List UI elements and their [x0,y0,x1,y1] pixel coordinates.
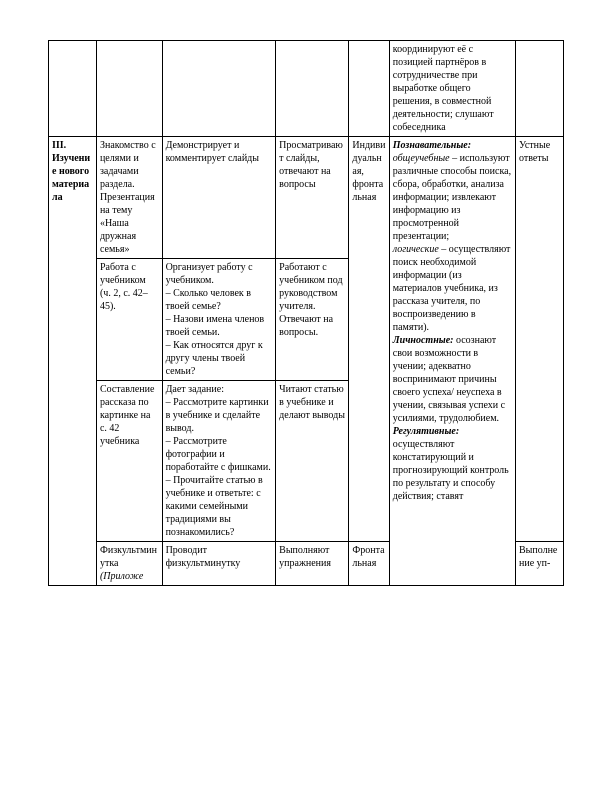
uud-heading: Личностные: [393,335,454,346]
cell: Работают с учебником под руководством уч… [276,259,349,381]
cell: Работа с учебником (ч. 2, с. 42–45). [96,259,162,381]
cell: Знакомство с целями и задачами раздела. … [96,137,162,259]
lesson-plan-table: координируют её с позицией партнёров в с… [48,40,564,586]
cell [349,41,389,137]
cell-text-italic: (Приложе [100,571,143,582]
cell: Индивидуальная, фронтальная [349,137,389,542]
document-page: координируют её с позицией партнёров в с… [0,0,612,626]
cell: Выполняют упражнения [276,542,349,586]
uud-text: осуществляют констатирующий и прогнозиру… [393,439,509,502]
uud-text: осознают свои возможности в учении; адек… [393,335,505,424]
cell: Фронтальная [349,542,389,586]
cell [276,41,349,137]
cell: Составление рассказа по картинке на с. 4… [96,381,162,542]
cell: координируют её с позицией партнёров в с… [389,41,515,137]
cell [49,41,97,137]
uud-sub: логические [393,244,439,255]
cell [96,41,162,137]
uud-heading: Регулятивные: [393,426,459,437]
cell: Физкультминутка (Приложе [96,542,162,586]
stage-cell: III. Изучение нового материала [49,137,97,586]
cell [162,41,276,137]
uud-cell: Познавательные: общеучебные – используют… [389,137,515,586]
cell: Организует работу с учебником. – Сколько… [162,259,276,381]
cell: Устные ответы [515,137,563,542]
cell-text: Физкультминутка [100,545,157,569]
cell [515,41,563,137]
uud-heading: Познавательные: [393,140,471,151]
cell: Просматривают слайды, отвечают на вопрос… [276,137,349,259]
cell: Дает задание: – Рассмотрите картинки в у… [162,381,276,542]
cell: Выполнение уп- [515,542,563,586]
uud-text: – используют различные способы поиска, с… [393,153,511,242]
uud-text: – осуществляют поиск необходимой информа… [393,244,511,333]
cell: Читают статью в учебнике и делают выводы [276,381,349,542]
cell: Проводит физкультминутку [162,542,276,586]
uud-sub: общеучебные [393,153,450,164]
cell: Демонстрирует и комментирует слайды [162,137,276,259]
table-row: III. Изучение нового материала Знакомств… [49,137,564,259]
table-row: координируют её с позицией партнёров в с… [49,41,564,137]
stage-title: III. Изучение нового материала [52,140,90,203]
